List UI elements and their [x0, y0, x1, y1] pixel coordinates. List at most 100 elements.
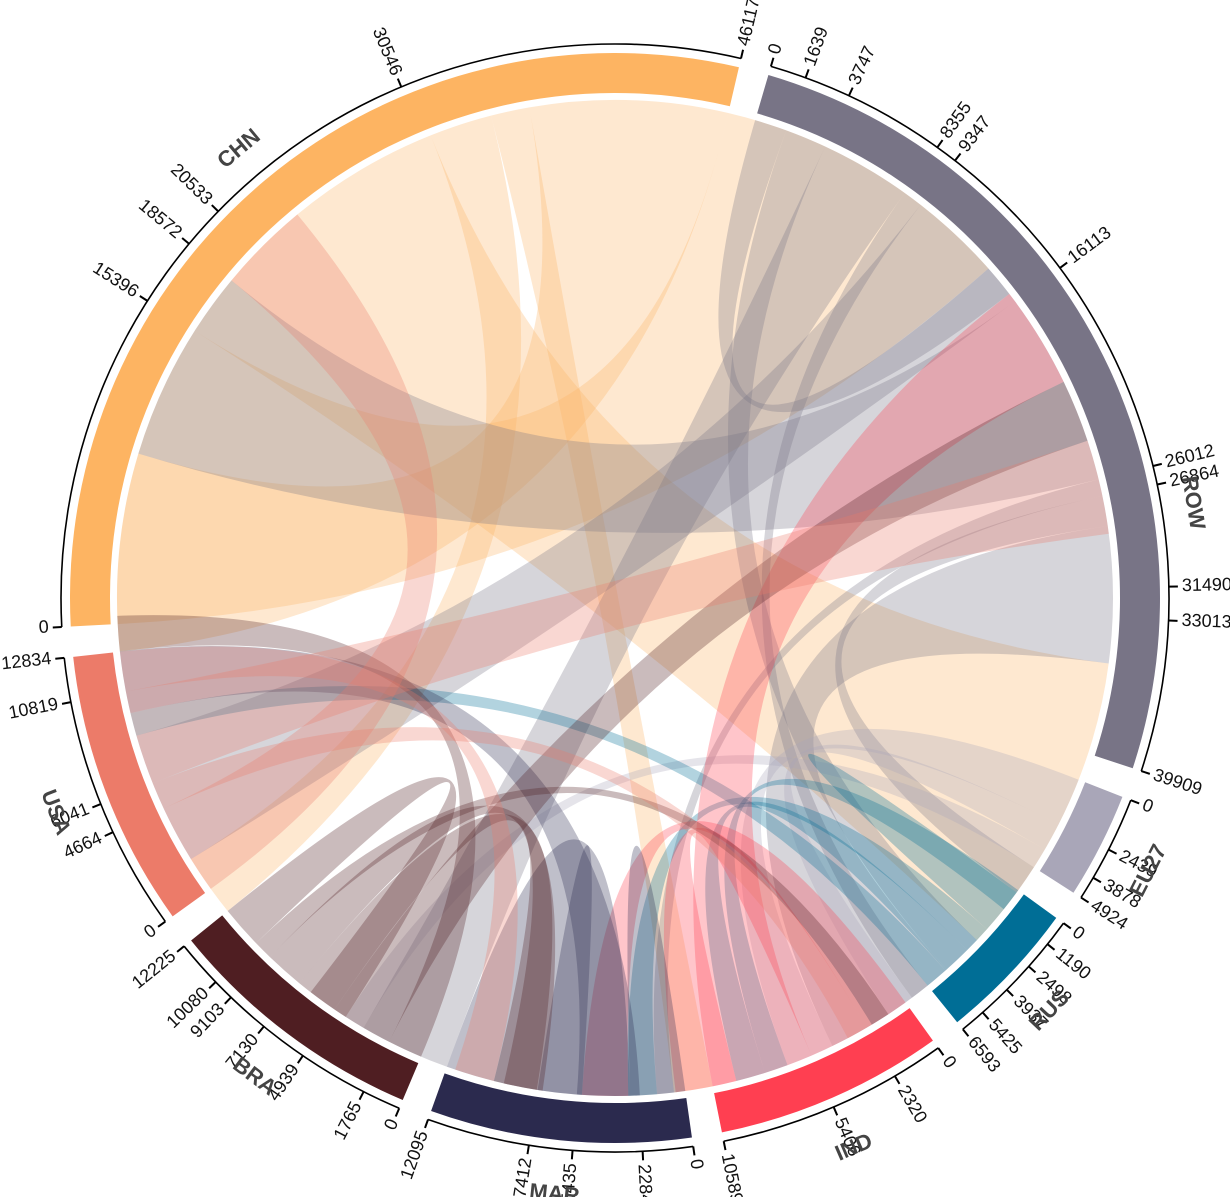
tick-eu27-2439: [1108, 848, 1118, 855]
flow-usa-to-rus: [152, 727, 872, 1039]
axis-usa: [63, 657, 166, 923]
flow-usa-to-chn: [125, 440, 1109, 784]
tick-row-0: [769, 57, 775, 67]
tick-mar-7412: [526, 1145, 530, 1155]
tick-label-usa-12834: 12834: [0, 648, 52, 673]
tick-label-chn-30546: 30546: [369, 24, 407, 78]
axis-eu27: [1080, 799, 1132, 899]
tick-mar-12095: [424, 1119, 429, 1129]
flow-row-to-rus: [761, 192, 928, 998]
flow-row-to-bra: [136, 204, 1015, 860]
flow-bra-to-chn: [334, 381, 1088, 1042]
sector-bra: [191, 915, 419, 1100]
tick-label-mar-0: 0: [686, 1158, 707, 1171]
tick-label-row-1639: 1639: [799, 24, 832, 68]
tick-rus-0: [1062, 922, 1072, 930]
tick-usa-10819: [61, 701, 72, 705]
tick-label-row-3747: 3747: [844, 43, 879, 88]
tick-rus-1190: [1046, 943, 1056, 951]
flow-ind-to-ind: [581, 820, 906, 1096]
tick-bra-1765: [358, 1091, 365, 1101]
tick-label-usa-0: 0: [140, 920, 160, 942]
tick-label-usa-10819: 10819: [7, 694, 60, 723]
tick-rus-3937: [1006, 989, 1014, 997]
tick-label-row-33013: 33013: [1181, 610, 1230, 632]
sector-ind: [714, 1008, 933, 1133]
tick-row-39909: [1140, 770, 1151, 775]
tick-usa-12834: [55, 656, 65, 660]
tick-ind-0: [937, 1047, 945, 1056]
flow-mar-to-bra: [119, 645, 640, 1096]
tick-chn-30546: [396, 78, 403, 88]
tick-label-row-0: 0: [764, 41, 786, 56]
tick-label-chn-46117: 46117: [733, 0, 764, 48]
flow-chn-to-row: [194, 135, 1109, 941]
tick-label-chn-0: 0: [38, 616, 49, 636]
tick-eu27-0: [1130, 799, 1140, 805]
tick-usa-4664: [104, 831, 114, 837]
sector-label-chn: CHN: [212, 123, 265, 173]
flow-rus-to-row: [724, 778, 1019, 1073]
axis-rus: [962, 922, 1065, 1030]
flow-rus-to-eu27: [808, 753, 1017, 930]
tick-ind-10589: [722, 1141, 727, 1151]
flow-bra-to-mar: [227, 777, 457, 1017]
flow-mar-to-ind: [537, 845, 592, 1095]
tick-label-ind-2320: 2320: [894, 1082, 931, 1127]
flow-row-to-usa: [138, 280, 1099, 533]
flow-mar-to-row: [627, 845, 686, 1096]
flow-row-to-row: [727, 130, 977, 970]
tick-row-8355: [936, 139, 944, 148]
tick-chn-20533: [211, 204, 219, 213]
tick-row-26864: [1157, 481, 1167, 486]
tick-rus-6593: [962, 1028, 970, 1037]
tick-label-bra-0: 0: [380, 1116, 402, 1133]
sector-eu27: [1039, 782, 1123, 893]
tick-bra-7130: [257, 1025, 265, 1035]
tick-label-row-39909: 39909: [1151, 764, 1205, 799]
flow-rus-to-bra: [130, 685, 946, 986]
axis-row: [770, 65, 1170, 772]
tick-usa-0: [157, 920, 166, 928]
tick-row-16113: [1059, 261, 1068, 269]
flow-row-to-row: [765, 525, 1113, 1047]
tick-row-1639: [804, 69, 810, 79]
flow-rus-to-ind: [627, 796, 987, 1096]
tick-mar-0: [692, 1146, 696, 1156]
axis-ind: [723, 1047, 939, 1143]
axis-mar: [427, 1118, 694, 1153]
flow-usa-to-row: [119, 646, 518, 1082]
tick-row-3747: [847, 87, 854, 97]
tick-bra-10080: [208, 981, 217, 989]
tick-label-chn-15396: 15396: [90, 258, 143, 302]
tick-label-row-31490: 31490: [1182, 574, 1230, 595]
tick-rus-5425: [981, 1011, 990, 1020]
tick-label-rus-0: 0: [1069, 922, 1089, 944]
flow-chn-to-usa: [116, 100, 729, 652]
flow-ind-to-chn: [693, 293, 1064, 1087]
flow-bra-to-ind: [269, 805, 556, 1091]
flow-row-to-chn: [718, 120, 1010, 413]
flow-chn-to-ind: [491, 107, 713, 1093]
tick-label-mar-5435: 5435: [557, 1162, 580, 1197]
flow-row-to-eu27: [835, 495, 1108, 893]
sector-label-mar: MAR: [528, 1178, 580, 1197]
flow-mar-to-row: [446, 839, 631, 1096]
tick-row-26012: [1152, 462, 1163, 467]
tick-chn-46117: [740, 49, 745, 59]
sector-rus: [932, 894, 1057, 1023]
tick-row-9347: [954, 152, 962, 162]
tick-mar-5435: [570, 1150, 574, 1160]
tick-label-mar-12095: 12095: [396, 1128, 432, 1182]
sector-mar: [431, 1073, 692, 1143]
flow-eu27-to-rus: [784, 744, 1059, 1015]
tick-chn-15396: [139, 295, 148, 302]
flow-bra-to-row: [299, 814, 553, 1090]
flows-layer: [116, 100, 1113, 1096]
flow-eu27-to-row: [740, 728, 1079, 1066]
tick-bra-9103: [224, 996, 232, 1005]
flow-bra-to-rus: [256, 786, 889, 1025]
tick-label-mar-2284: 2284: [635, 1164, 657, 1197]
tick-ind-2320: [894, 1075, 901, 1085]
